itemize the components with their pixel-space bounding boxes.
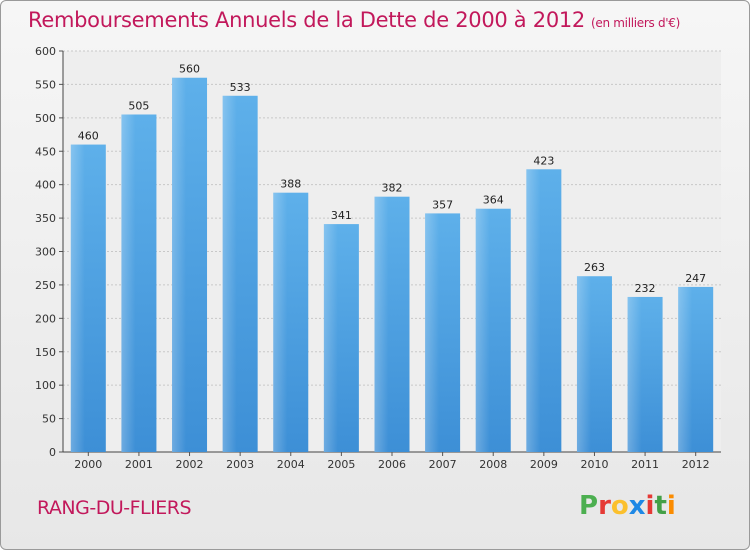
logo-letter: r <box>598 491 611 521</box>
bar-highlight <box>576 276 612 452</box>
bar-highlight <box>121 114 157 452</box>
y-tick-label: 200 <box>35 312 56 325</box>
x-tick-label: 2006 <box>378 458 406 471</box>
y-tick-label: 50 <box>42 413 56 426</box>
bar-highlight <box>475 208 511 452</box>
proxiti-logo: Proxiti <box>579 491 676 521</box>
logo-letter: x <box>628 491 646 521</box>
y-tick-label: 550 <box>35 78 56 91</box>
y-tick-label: 100 <box>35 379 56 392</box>
bar-highlight <box>526 169 562 453</box>
x-tick-label: 2011 <box>631 458 659 471</box>
logo-letter: i <box>666 491 676 521</box>
bar-value-label: 533 <box>230 81 251 94</box>
bar-highlight <box>374 196 410 452</box>
logo-letter: o <box>610 491 629 521</box>
bar-highlight <box>425 213 461 452</box>
y-tick-label: 0 <box>49 446 56 459</box>
bar-highlight <box>70 144 106 453</box>
x-tick-label: 2007 <box>429 458 457 471</box>
bar-highlight <box>273 192 309 453</box>
bar-highlight <box>678 286 714 452</box>
bar-value-label: 423 <box>533 154 554 167</box>
x-tick-label: 2002 <box>176 458 204 471</box>
y-tick-label: 250 <box>35 279 56 292</box>
logo-letter: i <box>645 491 655 521</box>
bar-value-label: 560 <box>179 63 200 76</box>
y-tick-label: 400 <box>35 179 56 192</box>
bar-value-label: 263 <box>584 261 605 274</box>
y-tick-label: 350 <box>35 212 56 225</box>
y-tick-label: 150 <box>35 346 56 359</box>
y-tick-label: 600 <box>35 45 56 58</box>
y-tick-label: 450 <box>35 145 56 158</box>
chart-subtitle: (en milliers d'€) <box>591 16 681 30</box>
bar-highlight <box>222 95 258 453</box>
bar-value-label: 357 <box>432 198 453 211</box>
x-tick-label: 2003 <box>226 458 254 471</box>
bar-highlight <box>172 77 208 452</box>
bar-value-label: 460 <box>78 130 99 143</box>
y-tick-label: 500 <box>35 112 56 125</box>
x-tick-label: 2008 <box>479 458 507 471</box>
bar-value-label: 232 <box>635 282 656 295</box>
x-tick-label: 2010 <box>580 458 608 471</box>
x-tick-label: 2005 <box>327 458 355 471</box>
bar-value-label: 382 <box>382 182 403 195</box>
chart-title-text: Remboursements Annuels de la Dette de 20… <box>28 8 585 32</box>
commune-name: RANG-DU-FLIERS <box>37 497 192 519</box>
x-tick-label: 2009 <box>530 458 558 471</box>
x-tick-label: 2000 <box>74 458 102 471</box>
bar-value-label: 388 <box>280 178 301 191</box>
bar-value-label: 247 <box>685 272 706 285</box>
x-tick-label: 2004 <box>277 458 305 471</box>
bar-value-label: 341 <box>331 209 352 222</box>
logo-letter: P <box>579 491 599 521</box>
x-tick-label: 2012 <box>682 458 710 471</box>
y-tick-label: 300 <box>35 246 56 259</box>
logo-letter: t <box>654 491 667 521</box>
chart-title: Remboursements Annuels de la Dette de 20… <box>28 8 680 32</box>
bar-highlight <box>323 224 359 452</box>
bar-value-label: 364 <box>483 194 504 207</box>
x-tick-label: 2001 <box>125 458 153 471</box>
bar-value-label: 505 <box>128 99 149 112</box>
bar-highlight <box>627 296 663 452</box>
